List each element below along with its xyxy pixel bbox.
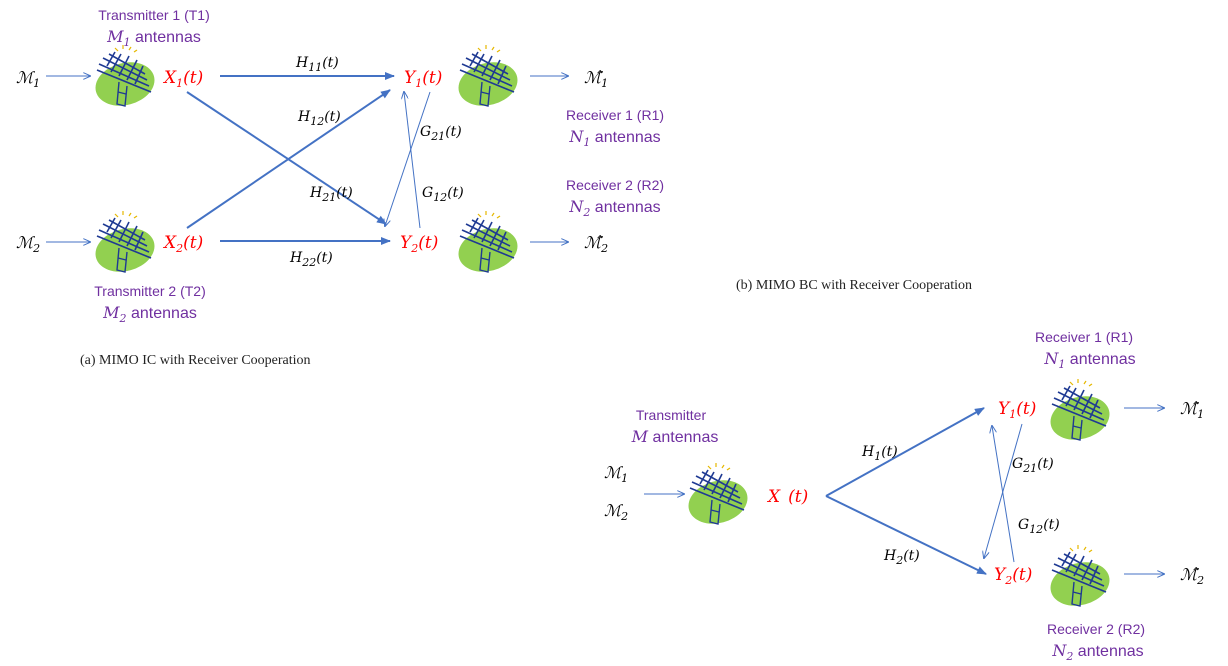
bc-label-h1: H1(t) xyxy=(861,444,898,463)
bc-tx-antennas: M antennas xyxy=(631,427,719,446)
ic-r2-antennas: N2 antennas xyxy=(568,197,660,219)
ic-label-h12: H12(t) xyxy=(297,109,341,128)
ic-diagram: Transmitter 1 (T1) M1 antennas ℳ1 ℳ2 X1(… xyxy=(16,7,664,368)
bc-tx-name: Transmitter xyxy=(636,407,707,423)
bc-msg2: ℳ2 xyxy=(604,501,628,523)
bc-label-g12: G12(t) xyxy=(1018,517,1060,536)
bc-tx-antenna-icon xyxy=(682,462,754,531)
ic-t1-antenna-icon xyxy=(89,44,161,113)
bc-r1-antenna-icon xyxy=(1044,378,1116,447)
bc-diagram: (b) MIMO BC with Receiver Cooperation Re… xyxy=(604,278,1204,663)
bc-label-h2: H2(t) xyxy=(883,548,920,567)
bc-r1-antennas: N1 antennas xyxy=(1043,349,1135,371)
ic-msg2: ℳ2 xyxy=(16,233,40,255)
ic-arrow-h21 xyxy=(186,91,387,225)
ic-x2: X2(t) xyxy=(162,233,203,255)
ic-x1: X1(t) xyxy=(162,68,203,90)
ic-y2: Y2(t) xyxy=(400,233,438,255)
ic-t2-antennas: M2 antennas xyxy=(102,303,197,325)
bc-r2-name: Receiver 2 (R2) xyxy=(1047,621,1145,637)
bc-r2-antenna-icon xyxy=(1044,544,1116,613)
ic-label-g21: G21(t) xyxy=(420,124,462,143)
bc-arrow-g21 xyxy=(992,426,1015,563)
ic-r1-name: Receiver 1 (R1) xyxy=(566,107,664,123)
ic-t1-antennas: M1 antennas xyxy=(106,27,201,49)
bc-x: X (t) xyxy=(766,487,808,507)
ic-t2-antenna-icon xyxy=(89,210,161,279)
ic-t1-name: Transmitter 1 (T1) xyxy=(98,7,210,23)
ic-r1-antenna-icon xyxy=(452,44,524,113)
bc-label-g21: G21(t) xyxy=(1012,456,1054,475)
ic-arrow-h12 xyxy=(186,89,391,229)
ic-r1-antennas: N1 antennas xyxy=(568,127,660,149)
bc-arrow-h2 xyxy=(825,495,987,575)
ic-label-h22: H22(t) xyxy=(289,250,333,269)
bc-est2: ℳ̂2 xyxy=(1180,565,1204,587)
ic-label-g12: G12(t) xyxy=(422,185,464,204)
ic-arrow-g12 xyxy=(385,91,431,226)
ic-msg1: ℳ1 xyxy=(16,68,40,90)
ic-r2-name: Receiver 2 (R2) xyxy=(566,177,664,193)
bc-caption: (b) MIMO BC with Receiver Cooperation xyxy=(736,278,972,293)
ic-est1: ℳ̂1 xyxy=(584,68,608,90)
bc-arrow-h1 xyxy=(825,407,985,497)
ic-label-h11: H11(t) xyxy=(295,55,339,74)
bc-r2-antennas: N2 antennas xyxy=(1051,641,1143,663)
bc-y2: Y2(t) xyxy=(994,565,1032,587)
ic-est2: ℳ̂2 xyxy=(584,233,608,255)
bc-msg1: ℳ1 xyxy=(604,463,628,485)
ic-arrow-g21 xyxy=(404,92,421,229)
ic-caption: (a) MIMO IC with Receiver Cooperation xyxy=(80,353,311,368)
ic-t2-name: Transmitter 2 (T2) xyxy=(94,283,206,299)
bc-r1-name: Receiver 1 (R1) xyxy=(1035,329,1133,345)
bc-y1: Y1(t) xyxy=(998,399,1036,421)
ic-y1: Y1(t) xyxy=(404,68,442,90)
bc-est1: ℳ̂1 xyxy=(1180,399,1204,421)
ic-r2-antenna-icon xyxy=(452,210,524,279)
ic-label-h21: H21(t) xyxy=(309,185,353,204)
